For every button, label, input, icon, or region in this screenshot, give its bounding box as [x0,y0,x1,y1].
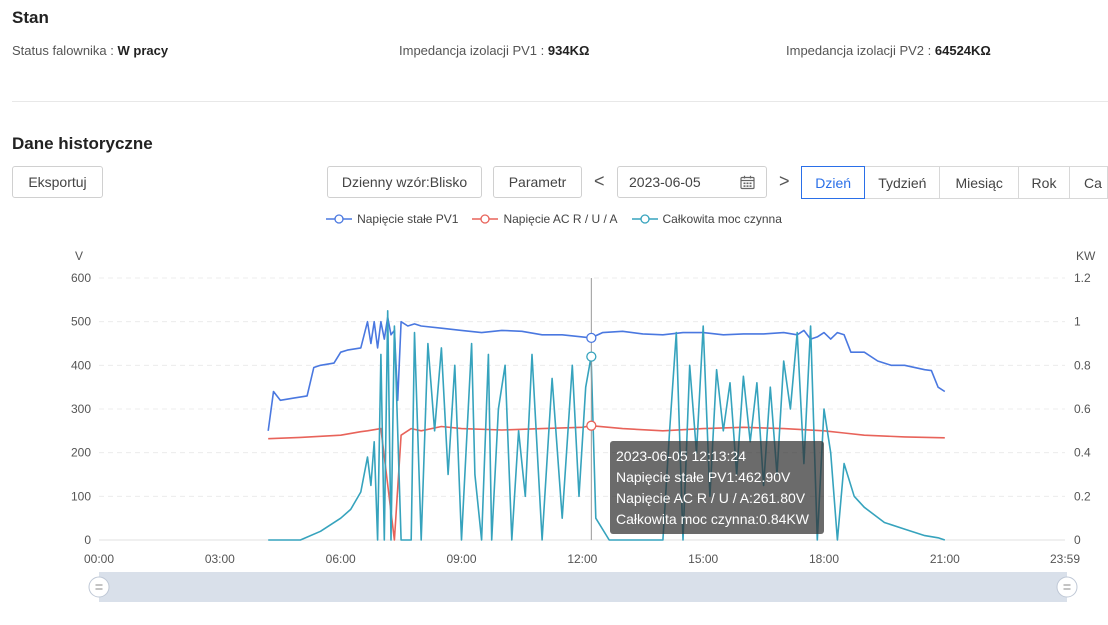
series-line-pv1 [267,316,946,431]
legend-label-power: Całkowita moc czynna [662,212,782,226]
pv2-insulation-value: 64524KΩ [934,43,991,58]
tab-month[interactable]: Miesiąc [939,166,1020,199]
date-picker[interactable]: 2023-06-05 [617,166,767,198]
x-tick-label: 00:00 [84,552,114,566]
y-right-tick-label: 0.2 [1074,489,1091,503]
x-tick-label: 12:00 [567,552,597,566]
y-left-tick-label: 600 [71,271,91,285]
inverter-status-label: Status falownika [12,43,107,58]
status-title: Stan [12,8,49,27]
tooltip-line-pv1: Napięcie stałe PV1:462.90V [616,469,791,485]
parameter-button[interactable]: Parametr [493,166,582,198]
inverter-status: Status falownika : W pracy [12,43,169,58]
pv1-insulation-value: 934KΩ [547,43,590,58]
calendar-icon [740,175,755,190]
pv2-insulation: Impedancja izolacji PV2 : 64524KΩ [786,43,991,58]
y-left-tick-label: 0 [84,533,91,547]
tab-day[interactable]: Dzień [801,166,866,199]
x-tick-label: 23:59 [1050,552,1080,566]
legend-marker-power [631,214,658,224]
x-tick-label: 09:00 [446,552,476,566]
pattern-select[interactable]: Dzienny wzór:Blisko [327,166,482,198]
y-left-tick-label: 400 [71,358,91,372]
legend-marker-ac [472,214,499,224]
y-left-unit: V [75,249,83,263]
export-button[interactable]: Eksportuj [12,166,103,198]
zoom-handle-right[interactable] [1056,576,1078,598]
y-right-tick-label: 1 [1074,315,1081,329]
history-chart[interactable]: 600 1.2 500 1 400 0.8 300 0.6 200 0.4 100 0.2 0 0 V KW 0… [0,240,1108,625]
tooltip-line-power: Całkowita moc czynna:0.84KW [616,511,809,527]
x-tick-label: 03:00 [205,552,235,566]
y-left-tick-label: 300 [71,402,91,416]
chart-legend: Napięcie stałe PV1 Napięcie AC R / U / A… [0,212,1108,226]
section-divider [12,101,1108,102]
x-tick-label: 18:00 [809,552,839,566]
legend-item-pv1[interactable]: Napięcie stałe PV1 [326,212,458,226]
y-right-tick-label: 0.8 [1074,358,1091,372]
pv1-insulation-label: Impedancja izolacji PV1 [399,43,538,58]
x-tick-label: 21:00 [930,552,960,566]
y-right-tick-label: 0.6 [1074,402,1091,416]
legend-item-power[interactable]: Całkowita moc czynna [631,212,782,226]
zoom-slider-track[interactable] [99,572,1067,602]
legend-item-ac[interactable]: Napięcie AC R / U / A [472,212,618,226]
chart-tooltip: 2023-06-05 12:13:24 Napięcie stałe PV1:4… [610,441,824,534]
tab-week[interactable]: Tydzień [864,166,941,199]
hover-marker [586,420,597,431]
x-tick-label: 15:00 [688,552,718,566]
series-line-ac [268,424,945,541]
history-title: Dane historyczne [12,134,153,153]
y-left-tick-label: 500 [71,315,91,329]
y-right-tick-label: 0 [1074,533,1081,547]
y-right-tick-label: 0.4 [1074,446,1091,460]
legend-label-pv1: Napięcie stałe PV1 [357,212,459,226]
legend-label-ac: Napięcie AC R / U / A [503,212,618,226]
tab-total[interactable]: Ca [1068,166,1108,199]
period-tabs: Dzień Tydzień Miesiąc Rok Ca [801,166,1108,199]
pv1-insulation: Impedancja izolacji PV1 : 934KΩ [399,43,590,58]
y-right-tick-label: 1.2 [1074,271,1091,285]
y-left-tick-label: 200 [71,446,91,460]
tab-year[interactable]: Rok [1018,166,1070,199]
series-line-power [268,310,946,541]
prev-date-button[interactable]: < [594,171,605,191]
date-value: 2023-06-05 [629,174,701,190]
x-tick-label: 06:00 [326,552,356,566]
next-date-button[interactable]: > [779,171,790,191]
zoom-handle-left[interactable] [88,576,110,598]
hover-marker [586,351,597,362]
inverter-status-value: W pracy [117,43,169,58]
pv2-insulation-label: Impedancja izolacji PV2 [786,43,925,58]
tooltip-line-ac: Napięcie AC R / U / A:261.80V [616,490,806,506]
legend-marker-pv1 [326,214,353,224]
tooltip-time: 2023-06-05 12:13:24 [616,448,746,464]
hover-marker [586,332,597,344]
y-right-unit: KW [1076,249,1096,263]
y-left-tick-label: 100 [71,489,91,503]
